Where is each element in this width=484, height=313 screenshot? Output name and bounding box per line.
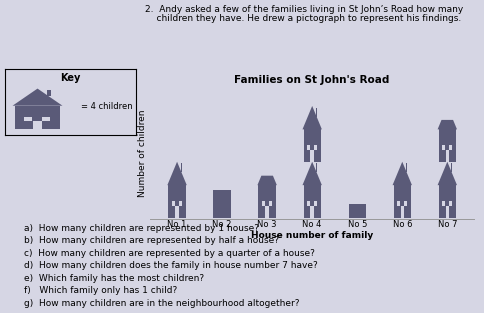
Y-axis label: Number of children: Number of children bbox=[138, 110, 147, 197]
Polygon shape bbox=[438, 162, 457, 185]
Bar bbox=[15, 106, 60, 129]
Bar bbox=[47, 90, 51, 96]
Text: a)  How many children are represented by 1 house?: a) How many children are represented by … bbox=[24, 224, 259, 233]
Polygon shape bbox=[302, 106, 322, 129]
Bar bbox=[397, 201, 400, 206]
Bar bbox=[449, 146, 452, 151]
Bar bbox=[314, 201, 317, 206]
Polygon shape bbox=[167, 162, 187, 185]
Polygon shape bbox=[393, 162, 412, 185]
Bar bbox=[446, 206, 449, 218]
Bar bbox=[451, 163, 453, 172]
Bar bbox=[439, 129, 456, 162]
Text: d)  How many children does the family in house number 7 have?: d) How many children does the family in … bbox=[24, 261, 318, 270]
Bar bbox=[393, 185, 411, 218]
Bar bbox=[401, 206, 404, 218]
Bar bbox=[265, 206, 269, 218]
Bar bbox=[314, 146, 317, 151]
Bar bbox=[316, 108, 318, 116]
Bar bbox=[179, 201, 182, 206]
Bar bbox=[33, 121, 42, 129]
Bar bbox=[262, 201, 265, 206]
Bar bbox=[442, 201, 445, 206]
Bar bbox=[175, 206, 179, 218]
Bar bbox=[24, 117, 32, 121]
Text: Key: Key bbox=[60, 74, 80, 84]
Bar bbox=[269, 201, 272, 206]
Bar bbox=[404, 201, 407, 206]
Polygon shape bbox=[302, 162, 322, 185]
Bar bbox=[307, 201, 310, 206]
Bar bbox=[348, 203, 366, 218]
Text: g)  How many children are in the neighbourhood altogether?: g) How many children are in the neighbou… bbox=[24, 299, 300, 308]
Bar bbox=[316, 163, 318, 172]
Bar bbox=[181, 163, 182, 172]
Polygon shape bbox=[13, 89, 62, 106]
Bar bbox=[303, 185, 321, 218]
Text: 2.  Andy asked a few of the families living in St John’s Road how many: 2. Andy asked a few of the families livi… bbox=[145, 5, 464, 14]
Bar bbox=[442, 146, 445, 151]
Text: children they have. He drew a pictograph to represent his findings.: children they have. He drew a pictograph… bbox=[145, 14, 461, 23]
Text: b)  How many children are represented by half a house?: b) How many children are represented by … bbox=[24, 236, 279, 245]
Bar bbox=[446, 151, 449, 162]
Bar bbox=[213, 190, 231, 218]
Title: Families on St John's Road: Families on St John's Road bbox=[234, 75, 390, 85]
Polygon shape bbox=[438, 120, 457, 129]
Bar bbox=[168, 185, 186, 218]
Bar bbox=[439, 185, 456, 218]
Bar bbox=[310, 206, 314, 218]
Bar bbox=[42, 117, 50, 121]
Bar bbox=[310, 151, 314, 162]
Text: = 4 children: = 4 children bbox=[81, 102, 132, 111]
Text: e)  Which family has the most children?: e) Which family has the most children? bbox=[24, 274, 204, 283]
X-axis label: House number of family: House number of family bbox=[251, 231, 373, 240]
Bar bbox=[172, 201, 175, 206]
Bar bbox=[307, 146, 310, 151]
Text: c)  How many children are represented by a quarter of a house?: c) How many children are represented by … bbox=[24, 249, 315, 258]
Bar bbox=[449, 201, 452, 206]
Polygon shape bbox=[257, 176, 277, 185]
Text: f)   Which family only has 1 child?: f) Which family only has 1 child? bbox=[24, 286, 178, 295]
Bar bbox=[258, 185, 276, 218]
Bar bbox=[406, 163, 408, 172]
Bar bbox=[303, 129, 321, 162]
